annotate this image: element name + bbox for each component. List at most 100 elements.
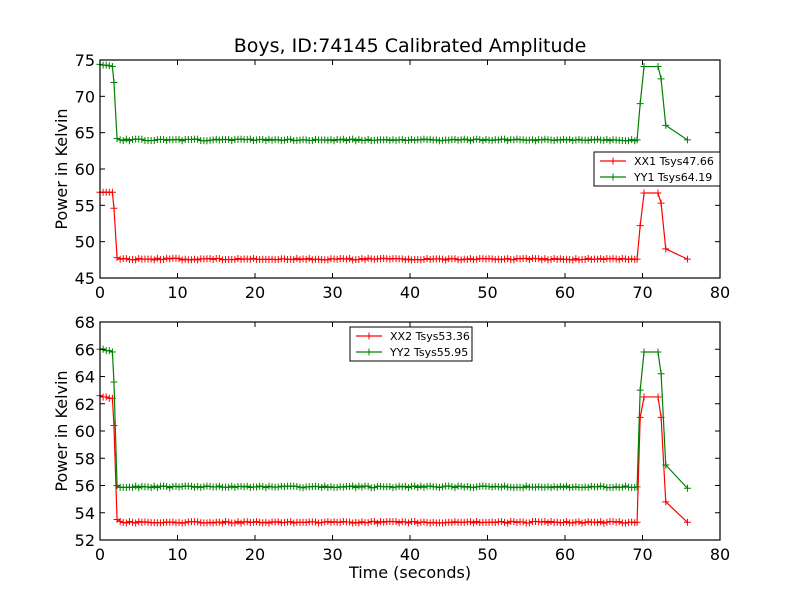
top-data-point [175,135,183,143]
bottom-data-point [392,483,400,491]
top-data-point [246,255,254,263]
top-data-point [166,255,174,263]
bottom-x-tick-label: 50 [477,545,497,564]
top-data-point [550,255,558,263]
top-data-point [488,255,496,263]
bottom-data-point [575,518,583,526]
top-data-point [594,255,602,263]
bottom-data-point [132,482,140,490]
top-data-point [603,136,611,143]
top-data-point [683,136,691,144]
top-legend: XX1 Tsys47.66 YY1 Tsys64.19 [593,151,721,187]
bottom-data-point [355,519,363,527]
top-data-point [662,121,670,129]
top-x-tick-label: 80 [710,283,730,302]
top-data-point [501,135,509,143]
top-data-point [479,137,487,145]
bottom-data-point [352,518,360,526]
bottom-data-point [222,518,230,525]
bottom-data-point [594,519,602,527]
bottom-data-point [473,518,481,525]
top-data-point [535,255,543,263]
top-data-point [163,136,171,144]
bottom-data-point [370,517,378,525]
bottom-data-point [243,482,251,490]
bottom-data-point [621,519,629,527]
top-data-point [556,255,564,263]
top-data-point [135,255,143,262]
bottom-x-tick-label: 30 [322,545,342,564]
top-data-point [550,137,558,145]
bottom-data-point [460,483,468,491]
bottom-series-markers-1 [96,392,691,527]
bottom-data-point [654,393,662,401]
bottom-data-point [327,483,335,491]
top-data-point [280,255,288,263]
top-data-point [206,255,214,263]
top-data-point [547,136,555,144]
bottom-data-point [597,518,605,526]
top-data-point [108,63,116,71]
bottom-data-point [553,518,561,526]
top-data-point [108,188,116,196]
bottom-data-point [519,518,527,526]
bottom-data-point [237,519,245,527]
top-data-point [473,255,481,263]
top-series-markers-1 [96,188,691,264]
bottom-data-point [556,482,564,490]
bottom-data-point [603,518,611,526]
bottom-data-point [451,518,459,526]
top-data-point [538,256,546,264]
bottom-data-point [519,484,527,492]
top-data-point [625,256,633,264]
top-data-point [203,137,211,145]
bottom-data-point [662,461,670,469]
top-data-point [420,135,428,143]
top-y-tick-label: 55 [75,196,95,215]
bottom-x-tick-label: 0 [95,545,105,564]
top-data-point [525,256,533,263]
top-data-point [215,136,223,144]
bottom-data-point [274,518,282,526]
bottom-data-point [246,484,254,492]
top-data-point [636,222,644,230]
top-data-point [105,62,113,70]
bottom-data-point [683,518,691,526]
top-data-point [147,255,155,263]
bottom-data-point [181,519,189,527]
top-data-point [225,135,233,143]
bottom-data-point [318,519,326,527]
top-data-point [153,254,161,262]
top-data-point [194,135,202,143]
bottom-y-tick-label: 58 [75,449,95,468]
top-data-point [420,255,428,263]
bottom-data-point [311,518,319,526]
top-data-point [163,254,171,262]
top-data-point [265,135,273,143]
bottom-data-point [153,484,161,492]
bottom-data-point [414,484,422,492]
top-data-point [590,136,598,144]
bottom-y-tick-label: 56 [75,477,95,496]
top-data-point [553,255,561,263]
bottom-data-point [414,519,422,527]
top-data-point [612,255,620,263]
top-data-point [504,137,512,145]
top-data-point [274,255,282,263]
top-data-point [522,254,530,262]
bottom-data-point [657,370,665,378]
bottom-data-point [473,483,481,491]
bottom-data-point [448,483,456,491]
bottom-data-point [290,519,298,527]
top-data-point [510,256,518,264]
top-data-point [432,136,440,144]
bottom-data-point [218,519,226,527]
top-data-point [519,136,527,144]
top-data-point [364,135,372,143]
top-data-point [510,136,518,144]
bottom-data-point [420,483,428,491]
top-x-tick-label: 70 [632,283,652,302]
top-data-point [575,135,583,143]
bottom-data-point [559,483,567,491]
top-y-tick-label: 70 [75,87,95,106]
